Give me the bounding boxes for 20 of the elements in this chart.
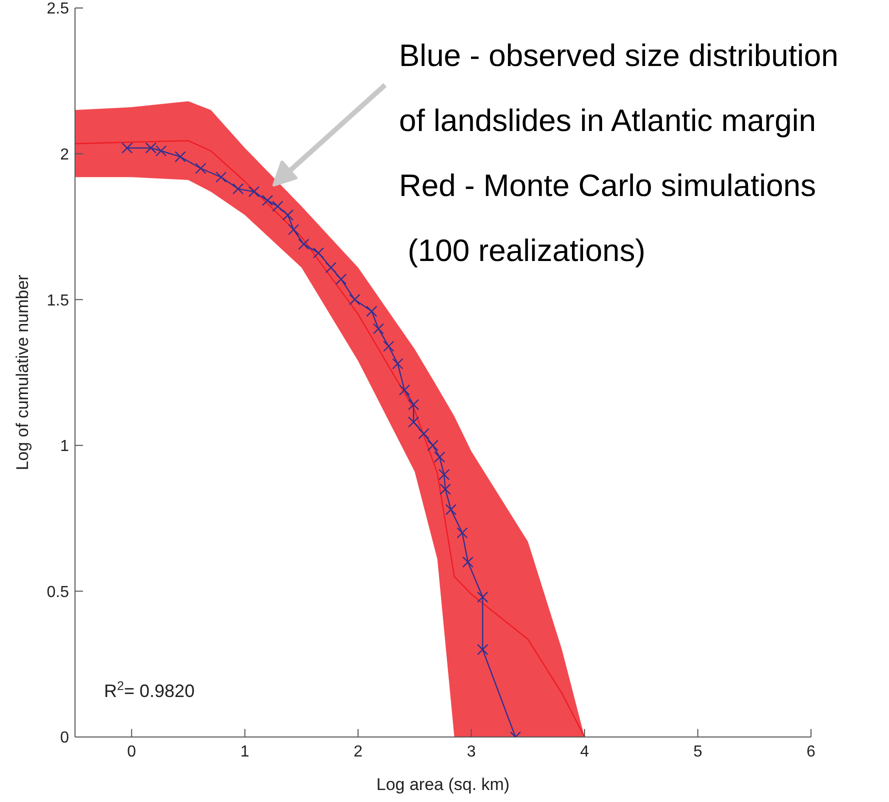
x-tick-label: 0 — [127, 743, 136, 760]
y-axis-title: Log of cumulative number — [13, 274, 32, 470]
annotation: (100 realizations) — [406, 233, 646, 269]
x-tick-label: 6 — [806, 743, 816, 760]
annotation: R$^{2}$= 0.9820 — [104, 679, 195, 701]
x-tick-label: 4 — [580, 743, 590, 760]
annotation: Blue - observed size distribution — [399, 38, 838, 74]
x-tick-label: 5 — [693, 743, 702, 760]
y-tick-label: 0.5 — [46, 584, 70, 601]
y-tick-label: 0 — [60, 730, 70, 747]
x-tick-label: 3 — [466, 743, 476, 760]
annotation: of landslides in Atlantic margin — [399, 103, 816, 139]
y-tick-label: 2.5 — [46, 0, 70, 18]
x-tick-label: 1 — [240, 743, 250, 760]
x-axis-title: Log area (sq. km) — [376, 775, 510, 794]
y-tick-label: 2 — [60, 146, 70, 164]
y-tick-label: 1.5 — [46, 292, 70, 310]
y-tick-label: 1 — [60, 438, 70, 456]
x-tick-label: 2 — [354, 743, 363, 760]
annotation: Red - Monte Carlo simulations — [399, 168, 816, 204]
